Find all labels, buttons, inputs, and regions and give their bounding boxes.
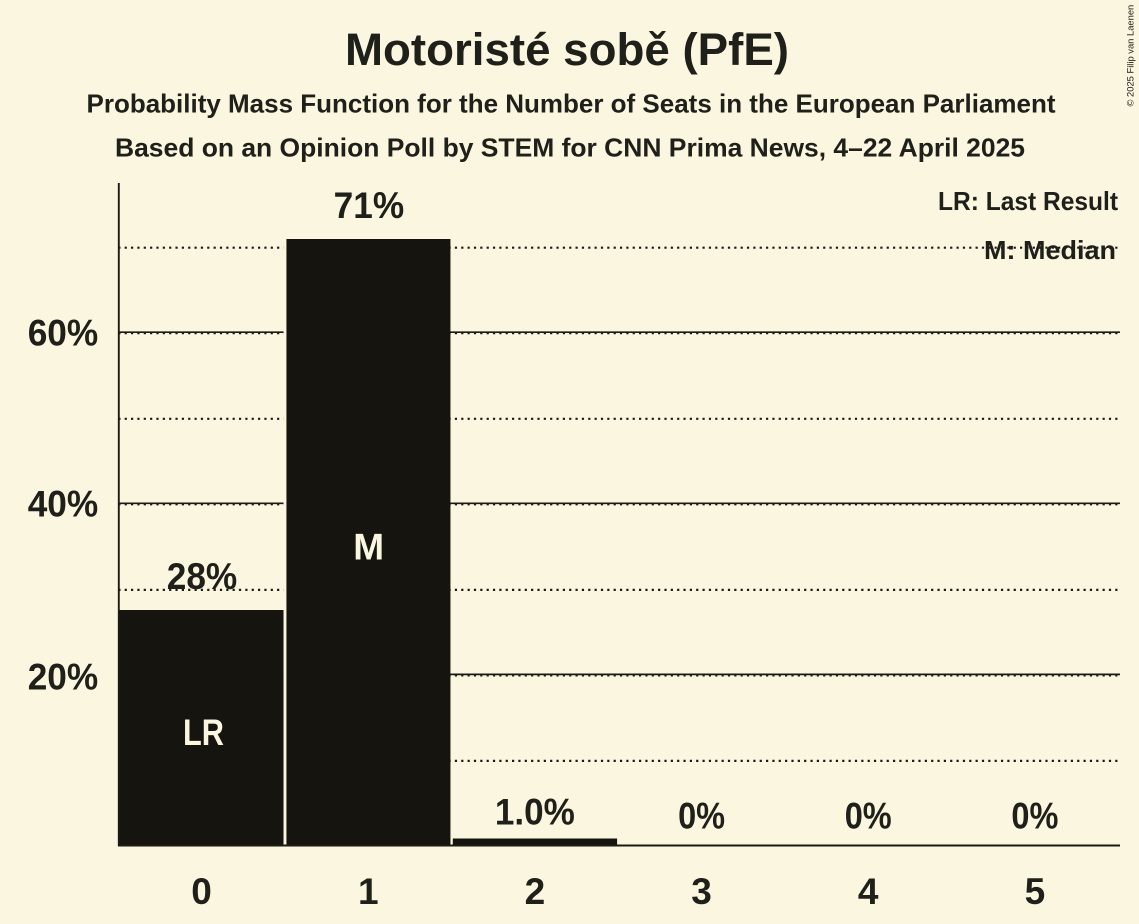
- svg-text:LR: Last Result: LR: Last Result: [938, 186, 1118, 216]
- svg-text:Motoristé sobě (PfE): Motoristé sobě (PfE): [345, 24, 789, 75]
- svg-text:2: 2: [525, 871, 546, 912]
- svg-text:1: 1: [358, 871, 379, 912]
- svg-text:Based on an Opinion Poll by ST: Based on an Opinion Poll by STEM for CNN…: [115, 133, 1025, 163]
- svg-text:0%: 0%: [1011, 796, 1058, 837]
- svg-text:© 2025 Filip van Laenen: © 2025 Filip van Laenen: [1125, 5, 1136, 107]
- svg-text:1.0%: 1.0%: [495, 791, 575, 832]
- svg-text:0: 0: [191, 871, 212, 912]
- svg-text:Probability Mass Function for: Probability Mass Function for the Number…: [87, 89, 1056, 119]
- svg-text:28%: 28%: [167, 556, 238, 597]
- svg-text:60%: 60%: [28, 312, 99, 353]
- svg-text:0%: 0%: [845, 796, 892, 837]
- svg-text:40%: 40%: [28, 484, 99, 525]
- svg-text:M: M: [353, 526, 384, 567]
- svg-text:M: Median: M: Median: [984, 235, 1116, 265]
- svg-text:LR: LR: [183, 712, 224, 753]
- svg-text:3: 3: [691, 871, 712, 912]
- svg-text:71%: 71%: [334, 185, 405, 226]
- svg-text:0%: 0%: [678, 796, 725, 837]
- svg-text:5: 5: [1025, 871, 1046, 912]
- svg-text:20%: 20%: [28, 657, 99, 698]
- svg-text:4: 4: [858, 871, 879, 912]
